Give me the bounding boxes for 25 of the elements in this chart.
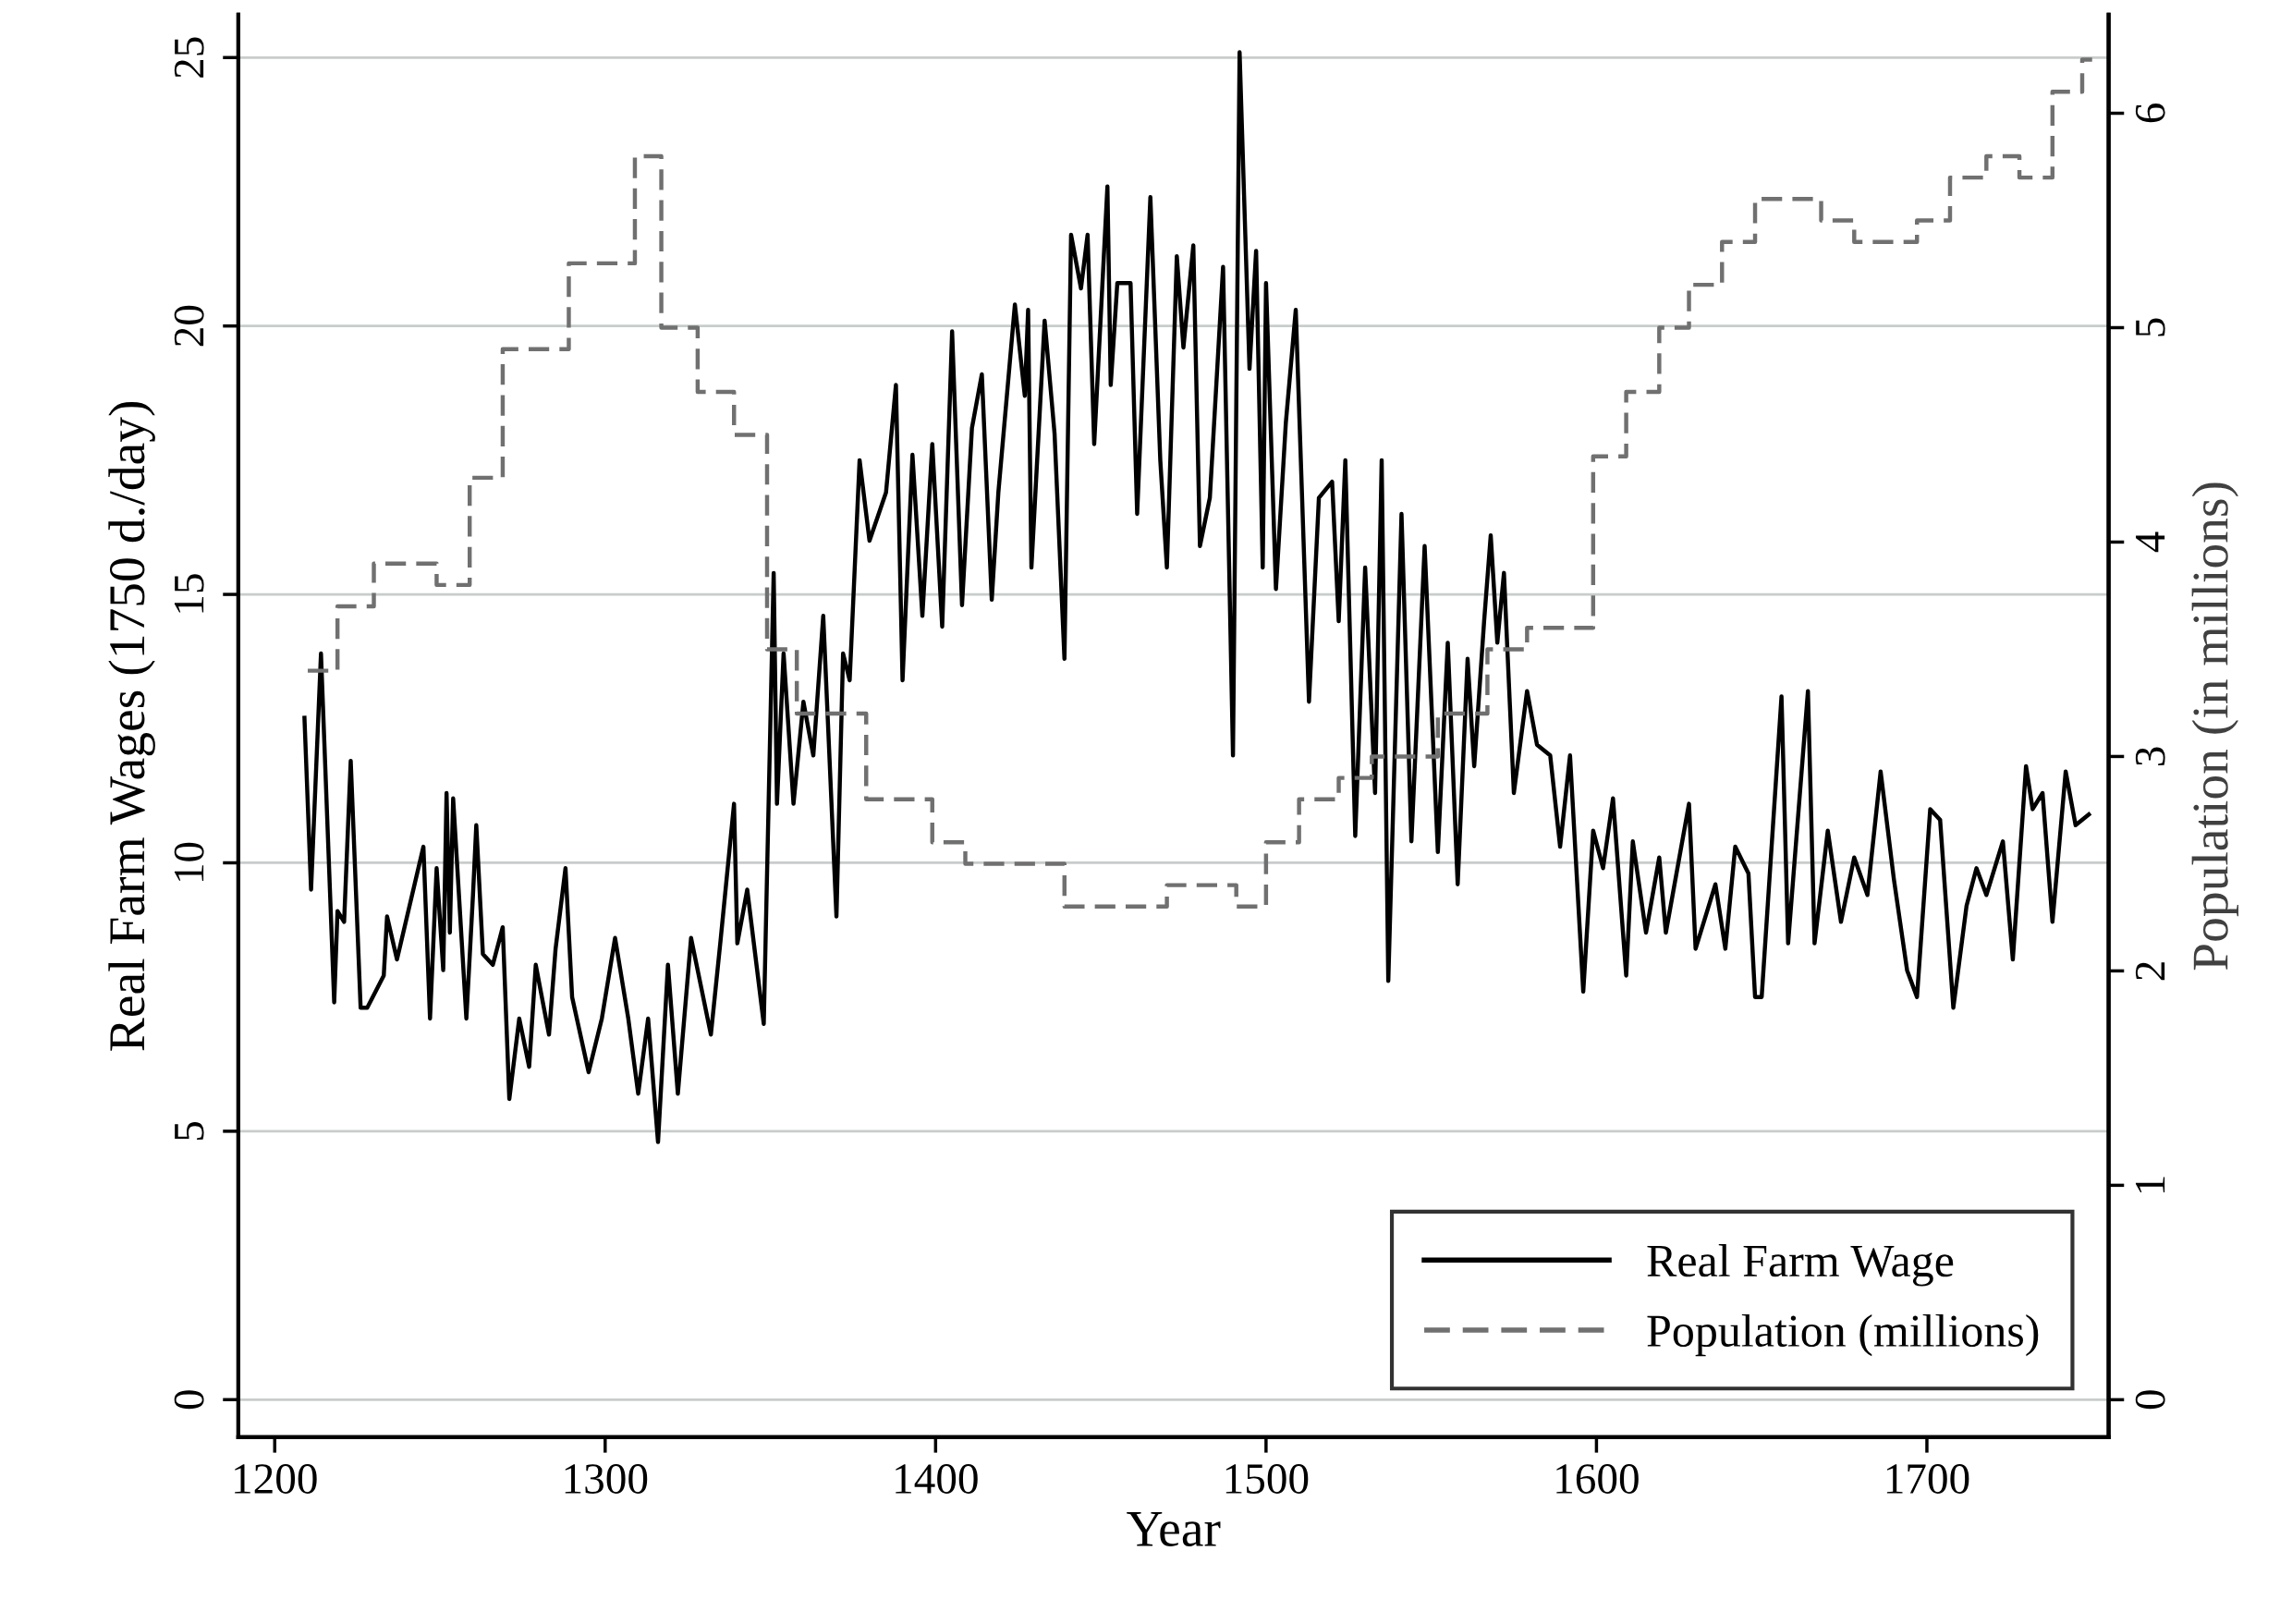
line-series (302, 50, 2091, 1144)
y2-tick-label: 0 (2135, 1390, 2165, 1410)
y2-tick-label: 4 (2136, 531, 2165, 553)
y2-tick-label: 2 (2135, 962, 2165, 981)
y-tick-label: 20 (174, 305, 204, 347)
x-tick-label: 1300 (565, 1464, 648, 1494)
y-tick-label: 5 (175, 1121, 204, 1140)
y2-tick-label: 3 (2135, 747, 2165, 765)
x-tick-label: 1500 (1225, 1464, 1309, 1494)
y2-axis-title: Population (in millions) (2191, 482, 2239, 971)
x-tick-label: 1400 (896, 1464, 978, 1494)
y-tick-label: 10 (174, 842, 204, 881)
y-tick-label: 15 (174, 574, 204, 613)
x-tick-label: 1200 (235, 1464, 317, 1494)
legend-label: Population (millions) (1647, 1313, 2039, 1357)
x-axis-title: Year (1127, 1512, 1221, 1546)
y2-tick-label: 6 (2135, 104, 2165, 123)
x-tick-label: 1600 (1556, 1464, 1639, 1494)
legend-label: Real Farm Wage (1647, 1244, 1954, 1287)
y-tick-label: 0 (174, 1390, 204, 1410)
y2-tick-label: 5 (2136, 318, 2165, 336)
x-tick-label: 1700 (1886, 1464, 1969, 1494)
y-axis-title: Real Farm Wages (1750 d./day) (108, 401, 155, 1051)
y2-tick-label: 1 (2135, 1177, 2165, 1193)
y-tick-label: 25 (174, 37, 204, 78)
